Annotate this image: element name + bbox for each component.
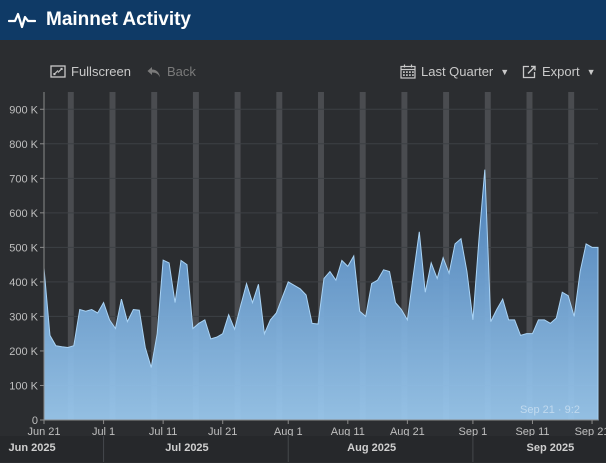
chart-toolbar: Fullscreen Back Last Quarter ▼ Export ▼ bbox=[0, 58, 606, 86]
chevron-down-icon: ▼ bbox=[500, 66, 510, 77]
month-label: Aug 2025 bbox=[347, 442, 396, 454]
x-tick-label: Jul 1 bbox=[92, 426, 115, 438]
y-tick-label: 600 K bbox=[9, 208, 38, 220]
weekend-band bbox=[526, 92, 533, 420]
activity-chart: 0 100 K 200 K 300 K 400 K 500 K 600 K 700 K 800 … bbox=[0, 92, 606, 462]
back-label: Back bbox=[167, 64, 196, 79]
weekend-band bbox=[359, 92, 366, 420]
y-tick-label: 400 K bbox=[9, 277, 38, 289]
x-tick-label: Jul 21 bbox=[208, 426, 237, 438]
chevron-down-icon: ▼ bbox=[586, 66, 596, 77]
pulse-icon bbox=[8, 12, 36, 29]
x-tick-label: Aug 11 bbox=[331, 426, 365, 438]
weekend-band bbox=[568, 92, 575, 420]
date-range-label: Last Quarter bbox=[421, 64, 494, 79]
x-tick-label: Jul 11 bbox=[149, 426, 178, 438]
x-tick-label: Aug 1 bbox=[274, 426, 303, 438]
y-tick-label: 100 K bbox=[9, 380, 38, 392]
weekend-band bbox=[443, 92, 450, 420]
y-tick-label: 700 K bbox=[9, 173, 38, 185]
activity-area bbox=[43, 169, 599, 421]
weekend-band bbox=[401, 92, 408, 420]
y-tick-label: 0 bbox=[32, 415, 38, 427]
x-tick-label: Sep 11 bbox=[515, 426, 549, 438]
expand-icon bbox=[50, 65, 66, 78]
month-label: Jul 2025 bbox=[165, 442, 208, 454]
weekend-band bbox=[276, 92, 283, 420]
export-label: Export bbox=[542, 64, 580, 79]
y-tick-label: 900 K bbox=[9, 104, 38, 116]
weekend-band bbox=[192, 92, 199, 420]
x-tick-label: Aug 21 bbox=[390, 426, 425, 438]
fullscreen-button[interactable]: Fullscreen bbox=[50, 64, 131, 79]
x-tick-label: Sep 1 bbox=[459, 426, 488, 438]
month-label: Sep 2025 bbox=[526, 442, 574, 454]
date-range-dropdown[interactable]: Last Quarter ▼ bbox=[400, 64, 509, 79]
weekend-band bbox=[151, 92, 158, 420]
navigator-background bbox=[0, 436, 606, 462]
y-tick-label: 800 K bbox=[9, 139, 38, 151]
chart-watermark: Sep 21 · 9:2 bbox=[520, 404, 580, 416]
export-icon bbox=[522, 65, 536, 78]
export-dropdown[interactable]: Export ▼ bbox=[522, 64, 596, 79]
x-tick-label: Sep 21 bbox=[575, 426, 606, 438]
page-title: Mainnet Activity bbox=[46, 9, 191, 30]
range-navigator[interactable]: Jun 2025 Jul 2025 Aug 2025 Sep 2025 bbox=[0, 436, 606, 462]
back-button[interactable]: Back bbox=[146, 64, 196, 79]
month-label: Jun 2025 bbox=[9, 442, 56, 454]
weekend-band bbox=[234, 92, 241, 420]
weekend-band bbox=[109, 92, 116, 420]
calendar-icon bbox=[400, 64, 416, 79]
undo-arrow-icon bbox=[147, 66, 160, 77]
fullscreen-label: Fullscreen bbox=[71, 64, 131, 79]
x-axis: Jun 21 Jul 1 Jul 11 Jul 21 Aug 1 Aug 11 Aug 21… bbox=[27, 419, 606, 438]
y-tick-label: 500 K bbox=[9, 242, 38, 254]
y-tick-label: 300 K bbox=[9, 311, 38, 323]
y-tick-label: 200 K bbox=[9, 346, 38, 358]
weekend-band bbox=[67, 92, 74, 420]
title-bar: Mainnet Activity bbox=[0, 0, 606, 40]
weekend-band bbox=[318, 92, 324, 420]
x-tick-label: Jun 21 bbox=[27, 426, 60, 438]
y-axis: 0 100 K 200 K 300 K 400 K 500 K 600 K 700 K 800 … bbox=[9, 92, 45, 427]
